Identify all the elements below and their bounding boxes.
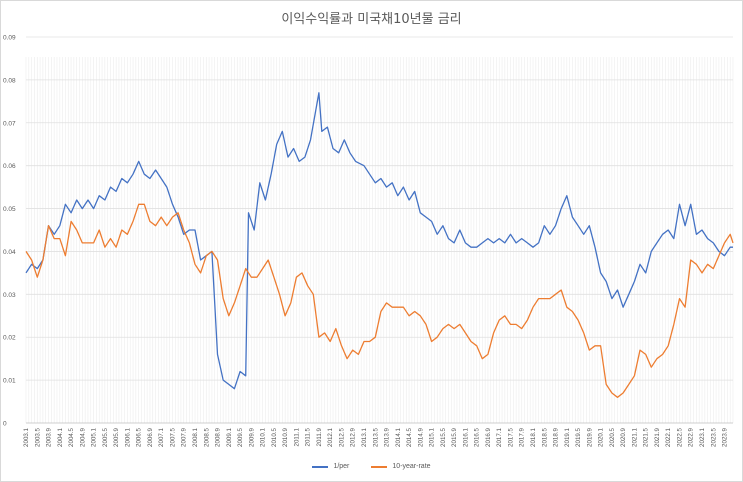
x-tick-label: 2023.9 bbox=[722, 427, 729, 446]
y-tick-label: 0.06 bbox=[3, 163, 16, 170]
area-hatch-layer bbox=[25, 57, 734, 423]
legend: 1/per 10-year-rate bbox=[0, 463, 743, 470]
x-tick-label: 2010.9 bbox=[282, 427, 289, 446]
y-tick-label: 0.03 bbox=[3, 292, 16, 299]
x-tick-label: 2023.1 bbox=[699, 427, 706, 446]
gridlines bbox=[26, 36, 733, 424]
x-tick-label: 2020.9 bbox=[620, 427, 627, 446]
x-tick-label: 2023.5 bbox=[710, 427, 717, 446]
x-tick-label: 2014.1 bbox=[395, 427, 402, 446]
x-tick-label: 2022.1 bbox=[665, 427, 672, 446]
x-tick-label: 2007.5 bbox=[169, 427, 176, 446]
x-tick-label: 2008.5 bbox=[203, 427, 210, 446]
x-tick-label: 2004.5 bbox=[68, 427, 75, 446]
x-tick-label: 2018.9 bbox=[553, 427, 560, 446]
legend-label-10y: 10-year-rate bbox=[392, 463, 431, 470]
y-axis-ticks: 0 0.01 0.02 0.03 0.04 0.05 0.06 0.07 0.08 0.09 bbox=[3, 35, 16, 428]
x-tick-label: 2016.9 bbox=[485, 427, 492, 446]
x-tick-label: 2021.9 bbox=[654, 427, 661, 446]
x-tick-label: 2021.1 bbox=[631, 427, 638, 446]
x-tick-label: 2010.5 bbox=[271, 427, 278, 446]
x-tick-label: 2011.1 bbox=[293, 427, 300, 446]
y-tick-label: 0.01 bbox=[3, 378, 16, 385]
x-tick-label: 2015.9 bbox=[451, 427, 458, 446]
x-tick-label: 2011.5 bbox=[305, 427, 312, 446]
x-tick-label: 2012.1 bbox=[327, 427, 334, 446]
x-tick-label: 2019.1 bbox=[564, 427, 571, 446]
x-tick-label: 2016.1 bbox=[462, 427, 469, 446]
x-tick-label: 2003.5 bbox=[34, 427, 41, 446]
y-tick-label: 0.05 bbox=[3, 206, 16, 213]
x-tick-label: 2006.1 bbox=[124, 427, 131, 446]
chart-title: 이익수익률과 미국채10년물 금리 bbox=[281, 12, 462, 27]
x-tick-label: 2019.9 bbox=[586, 427, 593, 446]
x-tick-label: 2011.9 bbox=[316, 427, 323, 446]
x-tick-label: 2013.9 bbox=[384, 427, 391, 446]
x-tick-label: 2009.5 bbox=[237, 427, 244, 446]
x-tick-label: 2006.5 bbox=[136, 427, 143, 446]
x-tick-label: 2014.9 bbox=[417, 427, 424, 446]
x-tick-label: 2020.5 bbox=[609, 427, 616, 446]
x-tick-label: 2008.9 bbox=[215, 427, 222, 446]
x-tick-label: 2003.9 bbox=[46, 427, 53, 446]
x-tick-label: 2017.1 bbox=[496, 427, 503, 446]
y-tick-label: 0.04 bbox=[3, 249, 16, 256]
legend-swatch-10y bbox=[371, 465, 388, 468]
x-tick-label: 2021.5 bbox=[643, 427, 650, 446]
y-tick-label: 0.09 bbox=[3, 35, 16, 42]
x-tick-label: 2005.9 bbox=[113, 427, 120, 446]
x-tick-label: 2007.1 bbox=[158, 427, 165, 446]
x-tick-label: 2007.9 bbox=[181, 427, 188, 446]
series-line-1per bbox=[25, 92, 733, 390]
x-tick-label: 2004.9 bbox=[79, 427, 86, 446]
x-tick-label: 2019.5 bbox=[575, 427, 582, 446]
x-tick-label: 2008.1 bbox=[192, 427, 199, 446]
x-tick-label: 2013.5 bbox=[372, 427, 379, 446]
x-tick-label: 2014.5 bbox=[406, 427, 413, 446]
y-tick-label: 0 bbox=[3, 421, 7, 428]
x-tick-label: 2004.1 bbox=[57, 427, 64, 446]
x-axis-ticks: 2003.1 2003.5 2003.9 2004.1 2004.5 2004.9 2005… bbox=[23, 427, 729, 446]
x-tick-label: 2022.9 bbox=[688, 427, 695, 446]
x-tick-label: 2006.9 bbox=[147, 427, 154, 446]
x-tick-label: 2005.1 bbox=[91, 427, 98, 446]
legend-item-1per: 1/per bbox=[312, 463, 349, 470]
x-tick-label: 2009.9 bbox=[248, 427, 255, 446]
series-line-10-year-rate bbox=[25, 203, 734, 398]
x-tick-label: 2016.5 bbox=[474, 427, 481, 446]
x-tick-label: 2012.5 bbox=[338, 427, 345, 446]
x-tick-label: 2013.1 bbox=[361, 427, 368, 446]
legend-item-10y: 10-year-rate bbox=[371, 463, 431, 470]
x-tick-label: 2017.9 bbox=[519, 427, 526, 446]
x-tick-label: 2018.1 bbox=[530, 427, 537, 446]
x-tick-label: 2022.5 bbox=[676, 427, 683, 446]
y-tick-label: 0.07 bbox=[3, 120, 16, 127]
y-tick-label: 0.08 bbox=[3, 77, 16, 84]
x-tick-label: 2010.1 bbox=[260, 427, 267, 446]
series-lines bbox=[25, 92, 734, 398]
x-tick-label: 2005.5 bbox=[102, 427, 109, 446]
y-tick-label: 0.02 bbox=[3, 335, 16, 342]
x-tick-label: 2015.1 bbox=[429, 427, 436, 446]
legend-swatch-1per bbox=[312, 465, 329, 468]
x-tick-label: 2018.5 bbox=[541, 427, 548, 446]
legend-label-1per: 1/per bbox=[333, 463, 350, 470]
x-tick-label: 2017.5 bbox=[507, 427, 514, 446]
x-tick-label: 2009.1 bbox=[226, 427, 233, 446]
x-tick-label: 2003.1 bbox=[23, 427, 30, 446]
x-tick-label: 2020.1 bbox=[598, 427, 605, 446]
x-tick-label: 2012.9 bbox=[350, 427, 357, 446]
x-tick-label: 2015.5 bbox=[440, 427, 447, 446]
